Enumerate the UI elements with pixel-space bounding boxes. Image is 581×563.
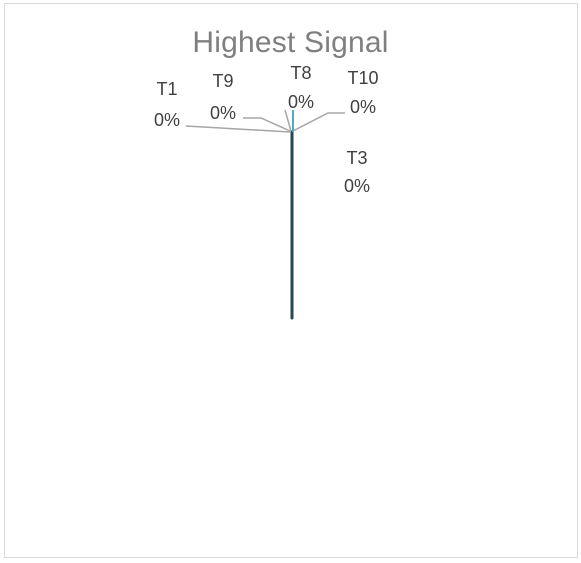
slice-value-label-t10: 0% <box>350 97 376 117</box>
slice-name-label-t10: T10 <box>347 68 378 88</box>
leader-line-t9 <box>243 117 291 132</box>
slice-name-label-t8: T8 <box>290 63 311 83</box>
leader-line-t1 <box>185 125 291 133</box>
slice-name-label-t3: T3 <box>346 148 367 168</box>
slice-name-label-t1: T1 <box>156 79 177 99</box>
slice-value-label-t3: 0% <box>344 176 370 196</box>
leader-line-t10 <box>292 112 345 132</box>
leader-line-t8 <box>284 109 292 132</box>
slice-value-label-t9: 0% <box>210 103 236 123</box>
slice-name-label-t9: T9 <box>212 71 233 91</box>
slice-value-label-t1: 0% <box>154 110 180 130</box>
slice-value-label-t8: 0% <box>288 92 314 112</box>
chart-title: Highest Signal <box>192 26 389 59</box>
